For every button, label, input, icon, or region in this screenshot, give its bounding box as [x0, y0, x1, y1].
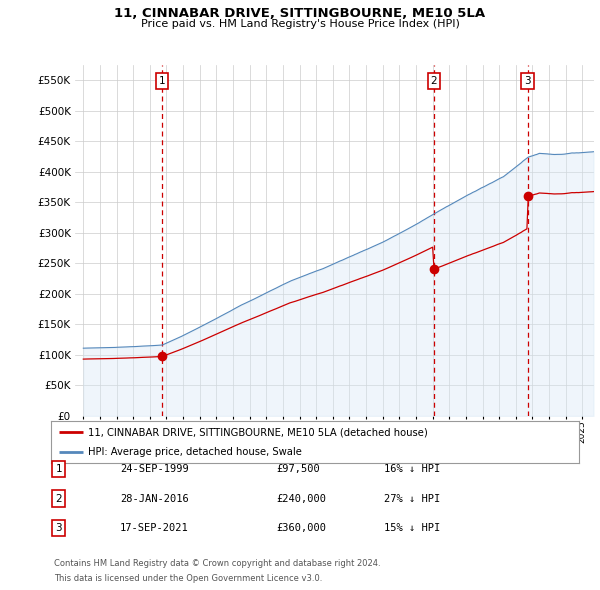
Text: 28-JAN-2016: 28-JAN-2016	[120, 494, 189, 503]
Text: Price paid vs. HM Land Registry's House Price Index (HPI): Price paid vs. HM Land Registry's House …	[140, 19, 460, 29]
Text: 3: 3	[524, 76, 531, 86]
Text: Contains HM Land Registry data © Crown copyright and database right 2024.: Contains HM Land Registry data © Crown c…	[54, 559, 380, 568]
Text: 24-SEP-1999: 24-SEP-1999	[120, 464, 189, 474]
Text: £97,500: £97,500	[276, 464, 320, 474]
Text: £240,000: £240,000	[276, 494, 326, 503]
Text: 15% ↓ HPI: 15% ↓ HPI	[384, 523, 440, 533]
Text: 2: 2	[431, 76, 437, 86]
Text: 11, CINNABAR DRIVE, SITTINGBOURNE, ME10 5LA (detached house): 11, CINNABAR DRIVE, SITTINGBOURNE, ME10 …	[88, 427, 428, 437]
Text: This data is licensed under the Open Government Licence v3.0.: This data is licensed under the Open Gov…	[54, 574, 322, 583]
Text: 1: 1	[55, 464, 62, 474]
Text: 3: 3	[55, 523, 62, 533]
Text: 11, CINNABAR DRIVE, SITTINGBOURNE, ME10 5LA: 11, CINNABAR DRIVE, SITTINGBOURNE, ME10 …	[115, 7, 485, 20]
Text: 1: 1	[158, 76, 166, 86]
Text: HPI: Average price, detached house, Swale: HPI: Average price, detached house, Swal…	[88, 447, 302, 457]
Text: £360,000: £360,000	[276, 523, 326, 533]
Text: 2: 2	[55, 494, 62, 503]
Text: 27% ↓ HPI: 27% ↓ HPI	[384, 494, 440, 503]
Text: 17-SEP-2021: 17-SEP-2021	[120, 523, 189, 533]
Text: 16% ↓ HPI: 16% ↓ HPI	[384, 464, 440, 474]
